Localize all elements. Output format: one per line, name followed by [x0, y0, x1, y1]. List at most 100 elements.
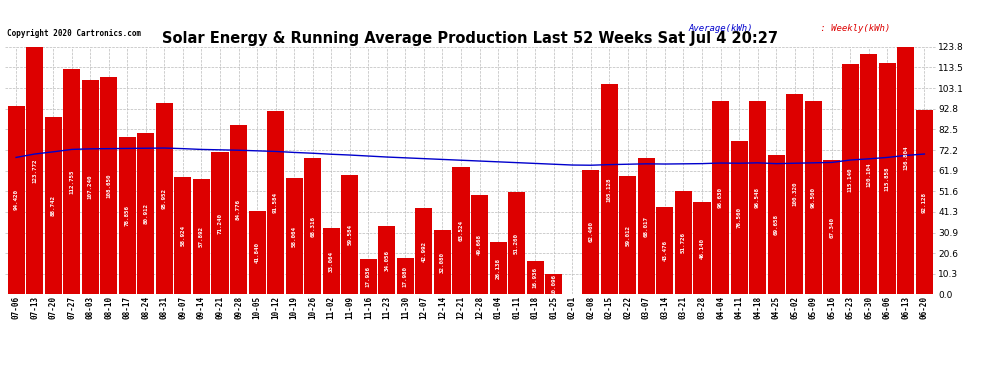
- Bar: [693, 202, 711, 294]
- Text: 41.840: 41.840: [254, 242, 259, 263]
- Bar: [267, 111, 284, 294]
- Text: 32.080: 32.080: [440, 252, 445, 273]
- Bar: [416, 209, 433, 294]
- Text: 68.316: 68.316: [310, 216, 315, 237]
- Bar: [359, 258, 377, 294]
- Bar: [230, 125, 248, 294]
- Text: 107.240: 107.240: [88, 175, 93, 200]
- Text: 59.012: 59.012: [626, 225, 631, 246]
- Bar: [620, 176, 637, 294]
- Bar: [508, 192, 525, 294]
- Text: 69.658: 69.658: [773, 214, 778, 235]
- Bar: [63, 69, 80, 294]
- Text: 10.096: 10.096: [551, 274, 556, 295]
- Text: 108.650: 108.650: [106, 174, 111, 198]
- Text: 120.104: 120.104: [866, 162, 871, 187]
- Text: 136.804: 136.804: [904, 146, 909, 170]
- Text: 115.858: 115.858: [885, 166, 890, 191]
- Bar: [879, 63, 896, 294]
- Bar: [26, 47, 44, 294]
- Bar: [248, 211, 265, 294]
- Text: 58.064: 58.064: [292, 226, 297, 247]
- Bar: [82, 80, 99, 294]
- Text: 63.524: 63.524: [458, 220, 463, 242]
- Text: 105.128: 105.128: [607, 177, 612, 201]
- Bar: [285, 178, 303, 294]
- Text: 84.776: 84.776: [236, 199, 241, 220]
- Bar: [582, 170, 599, 294]
- Bar: [897, 21, 915, 294]
- Text: 96.548: 96.548: [755, 188, 760, 209]
- Text: 95.952: 95.952: [162, 188, 167, 209]
- Text: 67.340: 67.340: [830, 216, 835, 237]
- Bar: [397, 258, 414, 294]
- Bar: [545, 274, 562, 294]
- Text: 17.936: 17.936: [365, 266, 371, 287]
- Bar: [193, 178, 210, 294]
- Bar: [675, 191, 692, 294]
- Bar: [8, 106, 25, 294]
- Bar: [824, 160, 841, 294]
- Bar: [638, 158, 655, 294]
- Bar: [45, 117, 61, 294]
- Text: 80.912: 80.912: [144, 203, 148, 224]
- Bar: [119, 137, 136, 294]
- Text: 76.560: 76.560: [737, 207, 742, 228]
- Bar: [842, 64, 858, 294]
- Text: 46.140: 46.140: [700, 238, 705, 259]
- Bar: [601, 84, 618, 294]
- Text: 68.017: 68.017: [644, 216, 648, 237]
- Text: 71.240: 71.240: [218, 213, 223, 234]
- Text: 17.980: 17.980: [403, 266, 408, 287]
- Text: 33.064: 33.064: [329, 251, 334, 272]
- Text: 78.856: 78.856: [125, 205, 130, 226]
- Text: Copyright 2020 Cartronics.com: Copyright 2020 Cartronics.com: [7, 30, 141, 39]
- Bar: [860, 54, 877, 294]
- Text: 115.140: 115.140: [847, 167, 852, 192]
- Text: 49.668: 49.668: [477, 234, 482, 255]
- Title: Solar Energy & Running Average Production Last 52 Weeks Sat Jul 4 20:27: Solar Energy & Running Average Productio…: [162, 31, 778, 46]
- Text: 58.924: 58.924: [180, 225, 185, 246]
- Bar: [489, 242, 507, 294]
- Text: 43.476: 43.476: [662, 240, 667, 261]
- Bar: [767, 155, 785, 294]
- Bar: [342, 175, 358, 294]
- Bar: [138, 133, 154, 294]
- Text: 57.892: 57.892: [199, 226, 204, 247]
- Text: 92.128: 92.128: [922, 192, 927, 213]
- Bar: [100, 77, 117, 294]
- Bar: [434, 230, 451, 294]
- Text: 34.056: 34.056: [384, 250, 389, 271]
- Bar: [749, 101, 766, 294]
- Text: 112.755: 112.755: [69, 170, 74, 194]
- Text: 59.584: 59.584: [347, 224, 352, 245]
- Bar: [323, 228, 340, 294]
- Text: 96.500: 96.500: [811, 188, 816, 209]
- Text: Average(kWh): Average(kWh): [689, 24, 753, 33]
- Bar: [712, 101, 729, 294]
- Text: 88.742: 88.742: [50, 195, 55, 216]
- Text: 123.772: 123.772: [32, 158, 37, 183]
- Text: 96.630: 96.630: [718, 187, 723, 208]
- Bar: [471, 195, 488, 294]
- Bar: [656, 207, 673, 294]
- Text: 91.584: 91.584: [273, 192, 278, 213]
- Bar: [155, 102, 173, 294]
- Bar: [786, 94, 803, 294]
- Text: 94.420: 94.420: [14, 189, 19, 210]
- Text: 51.260: 51.260: [514, 232, 519, 254]
- Bar: [527, 261, 544, 294]
- Bar: [452, 167, 469, 294]
- Text: 42.992: 42.992: [422, 241, 427, 262]
- Bar: [304, 158, 321, 294]
- Bar: [916, 110, 933, 294]
- Bar: [378, 226, 395, 294]
- Text: 51.726: 51.726: [681, 232, 686, 253]
- Text: 26.138: 26.138: [496, 258, 501, 279]
- Text: 16.936: 16.936: [533, 267, 538, 288]
- Bar: [212, 152, 229, 294]
- Bar: [731, 141, 747, 294]
- Text: : Weekly(kWh): : Weekly(kWh): [815, 24, 890, 33]
- Text: 62.460: 62.460: [588, 222, 593, 243]
- Bar: [174, 177, 191, 294]
